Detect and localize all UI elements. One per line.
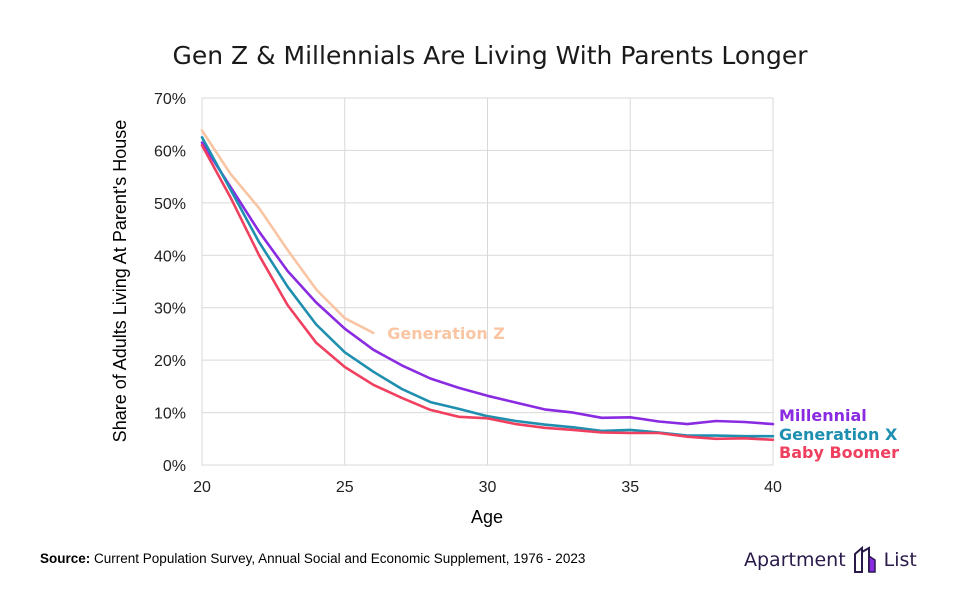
y-tick-label: 70% (154, 91, 186, 108)
series-line-baby-boomer (200, 143, 775, 442)
brand-word-left: Apartment (744, 549, 846, 571)
y-tick-label: 40% (154, 248, 186, 265)
y-tick-label: 0% (163, 458, 186, 475)
brand-word-right: List (883, 549, 917, 571)
y-tick-label: 60% (154, 143, 186, 160)
y-tick-label: 10% (154, 406, 186, 423)
source-text: Current Population Survey, Annual Social… (94, 551, 586, 566)
y-tick-label: 30% (154, 301, 186, 318)
x-axis-ticks: 20 25 30 35 40 (193, 479, 782, 496)
y-axis-label: Share of Adults Living At Parent's House (110, 120, 130, 443)
series-line-millennial (200, 141, 775, 426)
series-label-generation-x: Generation X (779, 425, 898, 444)
x-axis-label: Age (471, 507, 503, 527)
x-tick-label: 35 (621, 479, 639, 496)
series-label-baby-boomer: Baby Boomer (779, 443, 899, 462)
x-tick-label: 40 (764, 479, 782, 496)
x-tick-label: 25 (336, 479, 354, 496)
y-tick-label: 20% (154, 353, 186, 370)
building-logo-icon (853, 546, 876, 573)
x-tick-label: 30 (479, 479, 497, 496)
source-label: Source: (40, 551, 91, 566)
source-note: Source: Current Population Survey, Annua… (40, 551, 585, 566)
series-line-generation-z (200, 129, 375, 335)
brand-logo: Apartment List (744, 546, 917, 574)
y-axis-ticks: 0% 10% 20% 30% 40% 50% 60% 70% (154, 91, 186, 475)
chart-title: Gen Z & Millennials Are Living With Pare… (172, 41, 808, 70)
series-label-millennial: Millennial (779, 406, 867, 425)
y-tick-label: 50% (154, 196, 186, 213)
series-lines (200, 129, 775, 442)
x-tick-label: 20 (193, 479, 211, 496)
series-label-generation-z: Generation Z (387, 324, 505, 343)
grid (201, 97, 774, 466)
